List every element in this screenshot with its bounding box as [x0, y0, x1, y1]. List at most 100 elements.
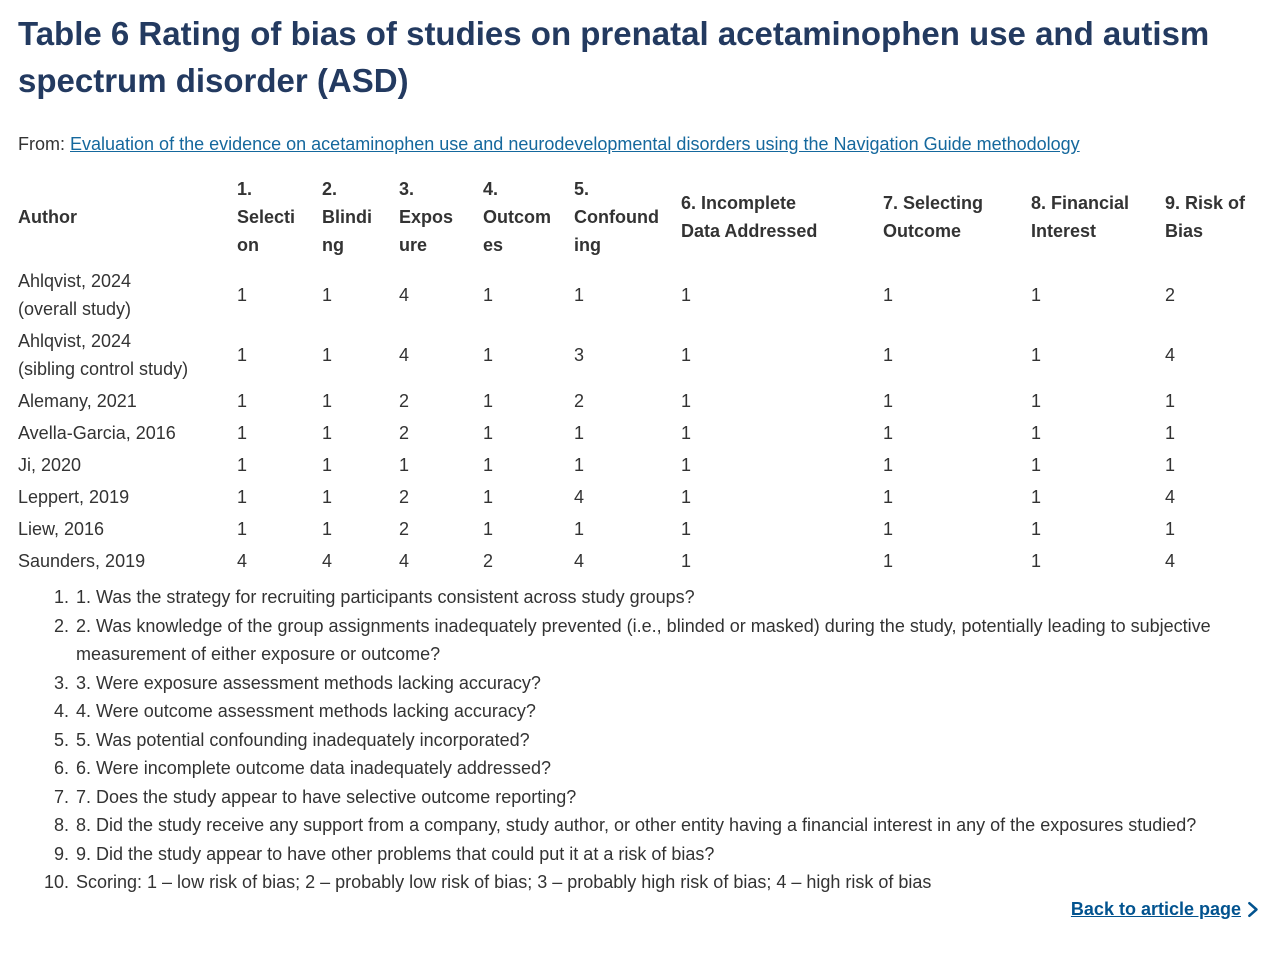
footnote-item: 9. Did the study appear to have other pr…	[74, 840, 1262, 869]
rating-cell: 4	[574, 551, 585, 571]
author-cell: Ji, 2020	[18, 449, 237, 481]
footnote-item: 7. Does the study appear to have selecti…	[74, 783, 1262, 812]
author-name: Liew, 2016	[18, 519, 105, 539]
rating-cell: 1	[483, 519, 494, 539]
rating-cell: 1	[574, 455, 585, 475]
rating-cell: 1	[322, 519, 333, 539]
rating-cell: 2	[574, 391, 585, 411]
table-row: Ji, 2020 1 1 1 1 1 1 1 1 1	[18, 449, 1280, 481]
rating-cell: 4	[1165, 487, 1176, 507]
column-header-1: 1. Selection	[237, 179, 296, 255]
author-cell: Alemany, 2021	[18, 385, 237, 417]
rating-cell: 1	[681, 487, 692, 507]
footnote-item: 6. Were incomplete outcome data inadequa…	[74, 754, 1262, 783]
bias-rating-table: Author 1. Selection 2. Blinding 3. Exposure…	[18, 171, 1280, 577]
rating-cell: 1	[883, 423, 894, 443]
rating-cell: 1	[1031, 487, 1042, 507]
rating-cell: 1	[574, 423, 585, 443]
author-name: Alemany, 2021	[18, 391, 137, 411]
page-title: Table 6 Rating of bias of studies on pre…	[18, 15, 1210, 99]
rating-cell: 1	[1031, 345, 1042, 365]
rating-cell: 1	[681, 423, 692, 443]
author-name: Saunders, 2019	[18, 551, 146, 571]
rating-cell: 1	[322, 455, 333, 475]
rating-cell: 1	[681, 551, 692, 571]
column-header-6: 6. Incomplete Data Addressed	[681, 193, 818, 241]
footnote-item: 2. Was knowledge of the group assignment…	[74, 612, 1262, 669]
author-name: Avella-Garcia, 2016	[18, 423, 176, 443]
rating-cell: 1	[322, 423, 333, 443]
rating-cell: 1	[483, 285, 494, 305]
rating-cell: 4	[1165, 345, 1176, 365]
rating-cell: 4	[574, 487, 585, 507]
rating-cell: 1	[681, 345, 692, 365]
rating-cell: 3	[574, 345, 585, 365]
rating-cell: 1	[483, 391, 494, 411]
rating-cell: 1	[1031, 285, 1042, 305]
author-cell: Saunders, 2019	[18, 545, 237, 577]
rating-cell: 4	[237, 551, 248, 571]
rating-cell: 1	[1031, 551, 1042, 571]
rating-cell: 1	[322, 285, 333, 305]
rating-cell: 1	[883, 551, 894, 571]
rating-cell: 4	[322, 551, 333, 571]
table-row: Alemany, 2021 1 1 2 1 2 1 1 1 1	[18, 385, 1280, 417]
rating-cell: 1	[1165, 519, 1176, 539]
rating-cell: 1	[237, 487, 248, 507]
footnote-item: 1. Was the strategy for recruiting parti…	[74, 583, 1262, 612]
article-link[interactable]: Evaluation of the evidence on acetaminop…	[70, 134, 1080, 154]
rating-cell: 2	[1165, 285, 1176, 305]
back-to-article-link[interactable]: Back to article page	[1071, 899, 1262, 920]
rating-cell: 1	[883, 391, 894, 411]
rating-cell: 1	[681, 455, 692, 475]
rating-cell: 1	[237, 423, 248, 443]
column-header-4: 4. Outcomes	[483, 179, 552, 255]
rating-cell: 1	[483, 487, 494, 507]
rating-cell: 2	[399, 391, 410, 411]
column-header-5: 5. Confounding	[574, 179, 659, 255]
rating-cell: 1	[883, 455, 894, 475]
rating-cell: 4	[399, 285, 410, 305]
rating-cell: 1	[883, 285, 894, 305]
rating-cell: 1	[237, 391, 248, 411]
column-header-8: 8. Financial Interest	[1031, 193, 1130, 241]
table-row: Ahlqvist, 2024 (sibling control study) 1 1 4…	[18, 325, 1280, 385]
column-header-9: 9. Risk of Bias	[1165, 193, 1246, 241]
back-link-label: Back to article page	[1070, 898, 1241, 919]
rating-cell: 1	[322, 391, 333, 411]
rating-cell: 1	[681, 391, 692, 411]
table-row: Leppert, 2019 1 1 2 1 4 1 1 1 4	[18, 481, 1280, 513]
footnote-item: 8. Did the study receive any support fro…	[74, 811, 1262, 840]
rating-cell: 1	[574, 285, 585, 305]
rating-cell: 2	[399, 423, 410, 443]
rating-cell: 2	[483, 551, 494, 571]
author-name: Leppert, 2019	[18, 487, 130, 507]
author-name: Ahlqvist, 2024	[18, 271, 132, 291]
footnote-item: Scoring: 1 – low risk of bias; 2 – proba…	[74, 868, 1262, 897]
back-link-row: Back to article page	[18, 897, 1262, 924]
author-name: Ji, 2020	[18, 455, 82, 475]
rating-cell: 1	[681, 519, 692, 539]
author-cell: Leppert, 2019	[18, 481, 237, 513]
rating-cell: 1	[237, 345, 248, 365]
column-header-3: 3. Exposure	[399, 179, 454, 255]
rating-cell: 1	[237, 285, 248, 305]
footnote-item: 3. Were exposure assessment methods lack…	[74, 669, 1262, 698]
source-line: From: Evaluation of the evidence on aceta…	[18, 130, 1262, 158]
rating-cell: 1	[574, 519, 585, 539]
table-row: Liew, 2016 1 1 2 1 1 1 1 1 1	[18, 513, 1280, 545]
rating-cell: 1	[237, 455, 248, 475]
rating-cell: 1	[681, 285, 692, 305]
author-cell: Ahlqvist, 2024 (sibling control study)	[18, 325, 237, 385]
rating-cell: 4	[1165, 551, 1176, 571]
author-name: Ahlqvist, 2024	[18, 331, 132, 351]
column-header-7: 7. Selecting Outcome	[883, 193, 984, 241]
rating-cell: 1	[399, 455, 410, 475]
table-row: Avella-Garcia, 2016 1 1 2 1 1 1 1 1 1	[18, 417, 1280, 449]
footnote-item: 4. Were outcome assessment methods lacki…	[74, 697, 1262, 726]
author-cell: Liew, 2016	[18, 513, 237, 545]
rating-cell: 1	[483, 345, 494, 365]
table-row: Saunders, 2019 4 4 4 2 4 1 1 1 4	[18, 545, 1280, 577]
rating-cell: 1	[1031, 391, 1042, 411]
rating-cell: 2	[399, 487, 410, 507]
